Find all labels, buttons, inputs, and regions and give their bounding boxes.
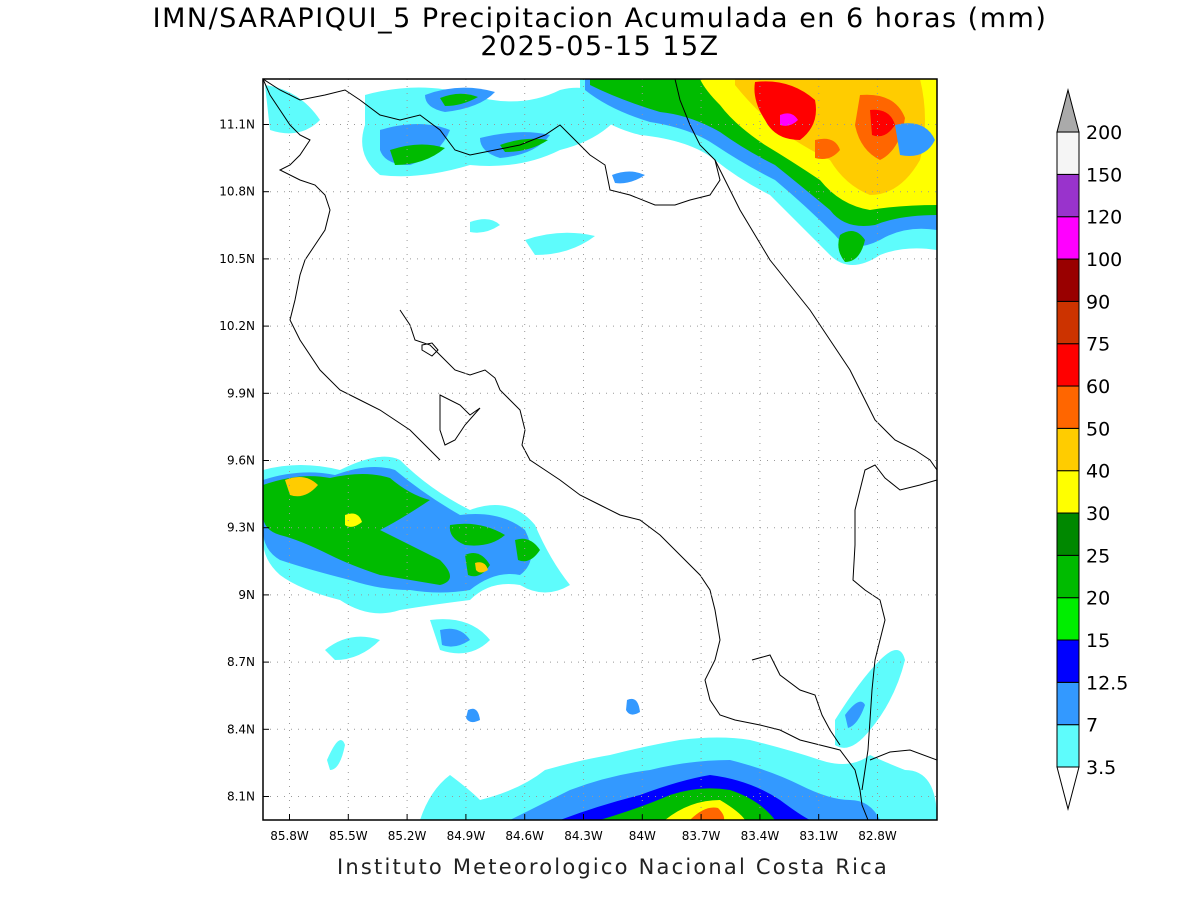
rain-area xyxy=(754,81,816,140)
colorbar: 3.5 7 12.5 15 20 25 30 40 50 60 75 90 100 120 150 200 xyxy=(1056,88,1128,811)
colorbar-label: 12.5 xyxy=(1086,672,1128,694)
y-tick-label: 9.6N xyxy=(227,454,255,468)
x-tick-label: 85.5W xyxy=(329,829,368,843)
x-tick-label: 84.3W xyxy=(564,829,603,843)
x-tick-label: 84.9W xyxy=(447,829,486,843)
rain-area xyxy=(838,231,865,262)
rain-area xyxy=(327,740,345,770)
latitude-axis: 11.1N 10.8N 10.5N 10.2N 9.9N 9.6N 9.3N 9N 8.7N 8.… xyxy=(219,118,269,804)
colorbar-label: 60 xyxy=(1086,376,1110,398)
y-tick-label: 9.3N xyxy=(227,521,255,535)
rain-area xyxy=(325,636,380,660)
map-frame xyxy=(262,78,938,821)
colorbar-label: 30 xyxy=(1086,503,1110,525)
y-tick-label: 8.7N xyxy=(227,655,255,669)
y-tick-label: 10.5N xyxy=(219,252,255,266)
x-tick-label: 83.7W xyxy=(682,829,721,843)
colorbar-label: 90 xyxy=(1086,291,1110,313)
colorbar-label: 150 xyxy=(1086,164,1122,186)
x-tick-label: 84W xyxy=(629,829,656,843)
rain-area xyxy=(870,109,895,137)
colorbar-swatch xyxy=(1056,681,1080,726)
rain-area xyxy=(515,538,540,562)
colorbar-label: 7 xyxy=(1086,715,1098,737)
colorbar-swatch xyxy=(1056,512,1080,556)
rain-area xyxy=(449,523,505,546)
x-tick-label: 85.2W xyxy=(388,829,427,843)
colorbar-label: 200 xyxy=(1086,122,1122,144)
rain-area xyxy=(390,144,445,165)
rain-area xyxy=(525,232,595,255)
colorbar-swatch xyxy=(1056,300,1080,345)
rain-area xyxy=(612,171,645,184)
map-title: IMN/SARAPIQUI_5 Precipitacion Acumulada … xyxy=(152,3,1048,34)
rain-area xyxy=(466,708,480,723)
precipitation-field xyxy=(263,79,937,820)
x-tick-label: 84.6W xyxy=(505,829,544,843)
colorbar-under-arrow xyxy=(1056,766,1080,811)
rain-area xyxy=(440,628,470,647)
colorbar-label: 3.5 xyxy=(1086,757,1116,779)
rain-area xyxy=(845,701,865,728)
colorbar-label: 25 xyxy=(1086,545,1110,567)
colorbar-swatch xyxy=(1056,343,1080,387)
colorbar-swatch xyxy=(1056,216,1080,260)
y-tick-label: 9N xyxy=(238,588,255,602)
colorbar-swatch xyxy=(1056,427,1080,472)
map-valid-time: 2025-05-15 15Z xyxy=(480,31,720,62)
colorbar-swatch xyxy=(1056,258,1080,302)
rain-area xyxy=(780,113,798,126)
longitude-axis: 85.8W 85.5W 85.2W 84.9W 84.6W 84.3W 84W 83.7W 83… xyxy=(270,814,897,843)
rain-area xyxy=(475,562,488,573)
colorbar-swatch xyxy=(1056,470,1080,514)
x-tick-label: 83.1W xyxy=(799,829,838,843)
rain-area xyxy=(470,219,500,233)
rain-area xyxy=(263,474,450,585)
y-tick-label: 8.1N xyxy=(227,790,255,804)
rain-area xyxy=(626,698,640,715)
colorbar-label: 120 xyxy=(1086,207,1122,229)
x-tick-label: 83.4W xyxy=(741,829,780,843)
rain-area xyxy=(815,138,840,159)
colorbar-swatch xyxy=(1056,554,1080,599)
y-tick-label: 10.8N xyxy=(219,185,255,199)
y-tick-label: 11.1N xyxy=(219,118,255,132)
rain-area xyxy=(690,807,725,820)
colorbar-label: 40 xyxy=(1086,461,1110,483)
footer-credit: Instituto Meteorologico Nacional Costa R… xyxy=(337,855,889,879)
map-grid xyxy=(263,79,937,820)
colorbar-swatch xyxy=(1056,724,1080,768)
rain-area xyxy=(895,123,935,156)
colorbar-swatch xyxy=(1056,597,1080,641)
rain-area xyxy=(500,138,548,152)
colorbar-over-arrow xyxy=(1056,88,1080,133)
coastline xyxy=(263,79,937,820)
colorbar-label: 20 xyxy=(1086,588,1110,610)
y-tick-label: 8.4N xyxy=(227,722,255,736)
rain-area xyxy=(285,476,318,497)
colorbar-label: 75 xyxy=(1086,334,1110,356)
colorbar-swatch xyxy=(1056,385,1080,429)
colorbar-label: 15 xyxy=(1086,630,1110,652)
rain-area xyxy=(345,513,362,527)
colorbar-swatch xyxy=(1056,131,1080,175)
colorbar-label: 100 xyxy=(1086,249,1122,271)
x-tick-label: 85.8W xyxy=(270,829,309,843)
rain-area xyxy=(265,85,320,134)
colorbar-swatch xyxy=(1056,173,1080,218)
x-tick-label: 82.8W xyxy=(858,829,897,843)
y-tick-label: 10.2N xyxy=(219,319,255,333)
colorbar-swatch xyxy=(1056,639,1080,683)
rain-area xyxy=(440,93,478,106)
y-tick-label: 9.9N xyxy=(227,386,255,400)
colorbar-label: 50 xyxy=(1086,418,1110,440)
rain-area xyxy=(835,650,905,748)
